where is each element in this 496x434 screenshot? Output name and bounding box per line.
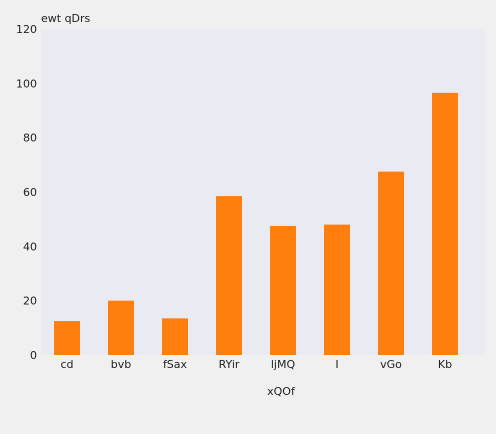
x-tick-label: Kb xyxy=(438,358,452,371)
plot-area xyxy=(41,29,485,355)
x-tick-label: bvb xyxy=(111,358,131,371)
bar-RYir xyxy=(216,196,242,355)
x-tick-label: fSax xyxy=(163,358,188,371)
y-axis-label: ewt qDrs xyxy=(41,12,91,25)
bar-cd xyxy=(54,321,80,355)
y-tick-label: 80 xyxy=(23,132,37,145)
y-tick-label: 20 xyxy=(23,295,37,308)
bar-I xyxy=(324,224,350,355)
bar-bvb xyxy=(108,300,134,355)
bar-fSax xyxy=(162,318,188,355)
x-tick-label: ljMQ xyxy=(271,358,296,371)
bar-ljMQ xyxy=(270,225,296,355)
bar-Kb xyxy=(432,92,458,355)
bars-group xyxy=(54,92,458,355)
x-tick-label: RYir xyxy=(219,358,240,371)
bar-vGo xyxy=(378,171,404,355)
y-tick-label: 40 xyxy=(23,240,37,253)
y-tick-label: 100 xyxy=(16,77,37,90)
y-tick-label: 0 xyxy=(30,349,37,362)
x-tick-label: cd xyxy=(60,358,73,371)
x-axis-label: xQOf xyxy=(267,385,296,398)
y-axis-ticks: 0 20 40 60 80 100 120 xyxy=(16,23,37,362)
x-tick-label: I xyxy=(335,358,338,371)
y-tick-label: 60 xyxy=(23,186,37,199)
x-tick-label: vGo xyxy=(380,358,402,371)
y-tick-label: 120 xyxy=(16,23,37,36)
